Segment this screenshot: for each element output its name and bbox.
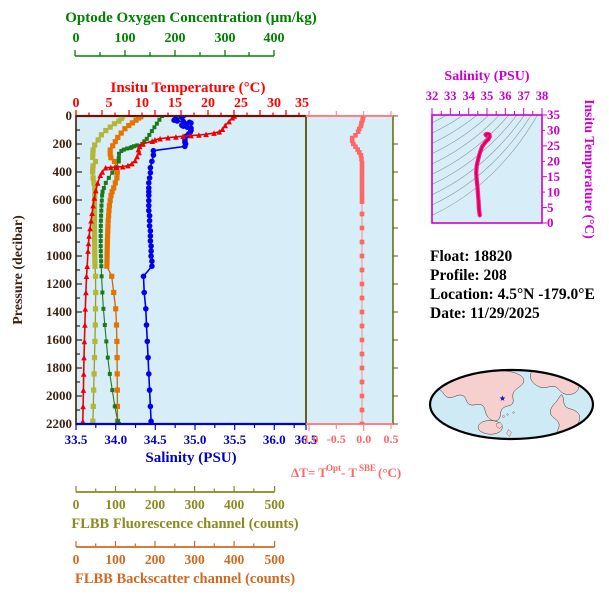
svg-text:Profile: 208: Profile: 208 bbox=[430, 267, 507, 284]
svg-text:Pressure (decibar): Pressure (decibar) bbox=[11, 215, 26, 325]
svg-text:35: 35 bbox=[547, 107, 561, 122]
svg-text:30: 30 bbox=[267, 96, 281, 111]
svg-text:0: 0 bbox=[73, 497, 80, 512]
svg-text:300: 300 bbox=[215, 31, 236, 46]
svg-text:SBE: SBE bbox=[359, 463, 376, 473]
svg-text:100: 100 bbox=[115, 31, 136, 46]
svg-text:100: 100 bbox=[105, 497, 126, 512]
svg-text:Optode Oxygen Concentration (µ: Optode Oxygen Concentration (µm/kg) bbox=[65, 10, 317, 26]
svg-text:Salinity (PSU): Salinity (PSU) bbox=[444, 69, 530, 84]
svg-text:33: 33 bbox=[444, 89, 457, 103]
svg-text:34.0: 34.0 bbox=[104, 432, 127, 447]
svg-text:0: 0 bbox=[547, 215, 554, 230]
svg-text:400: 400 bbox=[264, 31, 285, 46]
svg-text:300: 300 bbox=[184, 552, 205, 567]
svg-text:35: 35 bbox=[481, 89, 494, 103]
svg-text:1000: 1000 bbox=[46, 248, 72, 263]
svg-text:100: 100 bbox=[105, 552, 126, 567]
svg-text:5: 5 bbox=[106, 96, 113, 111]
svg-text:10: 10 bbox=[135, 96, 149, 111]
svg-text:400: 400 bbox=[224, 497, 245, 512]
svg-text:38: 38 bbox=[536, 89, 549, 103]
svg-text:37: 37 bbox=[517, 89, 530, 103]
svg-text:1600: 1600 bbox=[46, 332, 72, 347]
svg-text:FLBB Fluorescence channel (cou: FLBB Fluorescence channel (counts) bbox=[71, 516, 298, 532]
svg-text:400: 400 bbox=[53, 164, 73, 179]
svg-text:20: 20 bbox=[547, 154, 560, 169]
svg-text:1400: 1400 bbox=[46, 304, 72, 319]
svg-text:32: 32 bbox=[426, 89, 439, 103]
svg-text:200: 200 bbox=[53, 136, 73, 151]
svg-text:35.0: 35.0 bbox=[184, 432, 207, 447]
svg-text:ΔT= T: ΔT= T bbox=[291, 465, 327, 480]
svg-text:15: 15 bbox=[547, 169, 561, 184]
svg-text:34.5: 34.5 bbox=[144, 432, 167, 447]
svg-text:15: 15 bbox=[168, 96, 182, 111]
svg-text:35.5: 35.5 bbox=[223, 432, 246, 447]
svg-text:200: 200 bbox=[165, 31, 186, 46]
svg-text:0.5: 0.5 bbox=[384, 432, 399, 446]
svg-text:Opt: Opt bbox=[326, 463, 341, 473]
svg-text:800: 800 bbox=[53, 220, 73, 235]
svg-text:- T: - T bbox=[341, 465, 357, 480]
svg-text:0: 0 bbox=[73, 31, 80, 46]
svg-text:200: 200 bbox=[145, 552, 166, 567]
svg-text:Insitu Temperature (°C): Insitu Temperature (°C) bbox=[582, 99, 597, 238]
svg-text:0: 0 bbox=[73, 552, 80, 567]
svg-text:-1.0: -1.0 bbox=[300, 432, 319, 446]
svg-text:1200: 1200 bbox=[46, 276, 72, 291]
svg-text:35: 35 bbox=[295, 96, 309, 111]
svg-text:Location: 4.5°N -179.0°E: Location: 4.5°N -179.0°E bbox=[430, 286, 595, 303]
svg-text:2200: 2200 bbox=[46, 416, 72, 431]
svg-text:20: 20 bbox=[201, 96, 215, 111]
svg-text:Float: 18820: Float: 18820 bbox=[430, 248, 512, 265]
svg-text:500: 500 bbox=[264, 497, 285, 512]
svg-text:36.0: 36.0 bbox=[263, 432, 286, 447]
svg-text:30: 30 bbox=[547, 123, 560, 138]
svg-text:Date: 11/29/2025: Date: 11/29/2025 bbox=[430, 305, 540, 322]
svg-text:25: 25 bbox=[234, 96, 248, 111]
svg-text:0: 0 bbox=[66, 108, 73, 123]
svg-text:0: 0 bbox=[73, 96, 80, 111]
svg-text:Insitu Temperature (°C): Insitu Temperature (°C) bbox=[111, 80, 266, 96]
svg-text:25: 25 bbox=[547, 138, 561, 153]
svg-text:36: 36 bbox=[499, 89, 512, 103]
svg-text:34: 34 bbox=[462, 89, 475, 103]
svg-text:33.5: 33.5 bbox=[65, 432, 88, 447]
svg-text:0.0: 0.0 bbox=[356, 432, 371, 446]
svg-text:400: 400 bbox=[224, 552, 245, 567]
svg-text:FLBB Backscatter channel (coun: FLBB Backscatter channel (counts) bbox=[75, 571, 295, 587]
svg-text:300: 300 bbox=[184, 497, 205, 512]
svg-text:1800: 1800 bbox=[46, 360, 72, 375]
svg-text:200: 200 bbox=[145, 497, 166, 512]
svg-text:600: 600 bbox=[53, 192, 73, 207]
svg-text:(°C): (°C) bbox=[378, 465, 401, 480]
svg-text:Salinity (PSU): Salinity (PSU) bbox=[145, 450, 236, 466]
svg-text:-0.5: -0.5 bbox=[327, 432, 346, 446]
svg-text:5: 5 bbox=[547, 200, 554, 215]
svg-text:2000: 2000 bbox=[46, 388, 72, 403]
svg-text:500: 500 bbox=[264, 552, 285, 567]
svg-text:10: 10 bbox=[547, 185, 560, 200]
